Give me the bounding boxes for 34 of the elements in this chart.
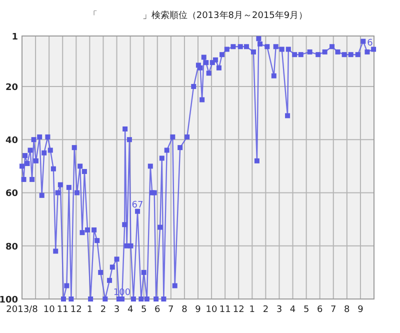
x-tick-label: 7 <box>168 305 174 315</box>
x-tick-label: 10 <box>206 305 218 315</box>
x-tick-label: 6 <box>154 305 161 315</box>
x-tick-label: 2013/8 <box>6 305 38 315</box>
x-tick-label: 11 <box>219 305 231 315</box>
data-label: 67 <box>132 200 144 210</box>
x-tick-label: 9 <box>358 305 364 315</box>
x-tick-label: 5 <box>140 305 147 315</box>
x-tick-label: 1 <box>86 305 93 315</box>
data-label: 6 <box>367 38 374 48</box>
x-tick-label: 11 <box>56 305 68 315</box>
x-tick-label: 4 <box>290 305 296 315</box>
y-tick-label: 20 <box>5 82 18 93</box>
y-tick-label: 1 <box>12 32 18 42</box>
x-tick-label: 5 <box>303 305 310 315</box>
x-tick-label: 7 <box>330 305 336 315</box>
x-tick-label: 6 <box>316 305 323 315</box>
x-tick-label: 10 <box>43 305 56 315</box>
x-tick-label: 12 <box>70 305 82 315</box>
y-tick-label: 80 <box>5 242 18 252</box>
y-tick-label: 60 <box>5 189 18 200</box>
chart-title: 「 」検索順位（2013年8月～2015年9月） <box>88 10 308 21</box>
x-tick-label: 9 <box>195 305 202 315</box>
x-tick-label: 2 <box>262 305 269 315</box>
x-tick-label: 4 <box>127 305 134 315</box>
x-tick-label: 3 <box>114 305 120 315</box>
x-tick-label: 1 <box>249 305 256 315</box>
x-tick-label: 12 <box>232 305 244 315</box>
x-tick-label: 2 <box>100 305 106 315</box>
x-tick-label: 3 <box>276 305 282 315</box>
x-tick-label: 8 <box>344 305 350 315</box>
y-tick-label: 40 <box>5 136 18 146</box>
y-tick-label: 100 <box>0 296 18 306</box>
x-tick-label: 8 <box>182 305 188 315</box>
